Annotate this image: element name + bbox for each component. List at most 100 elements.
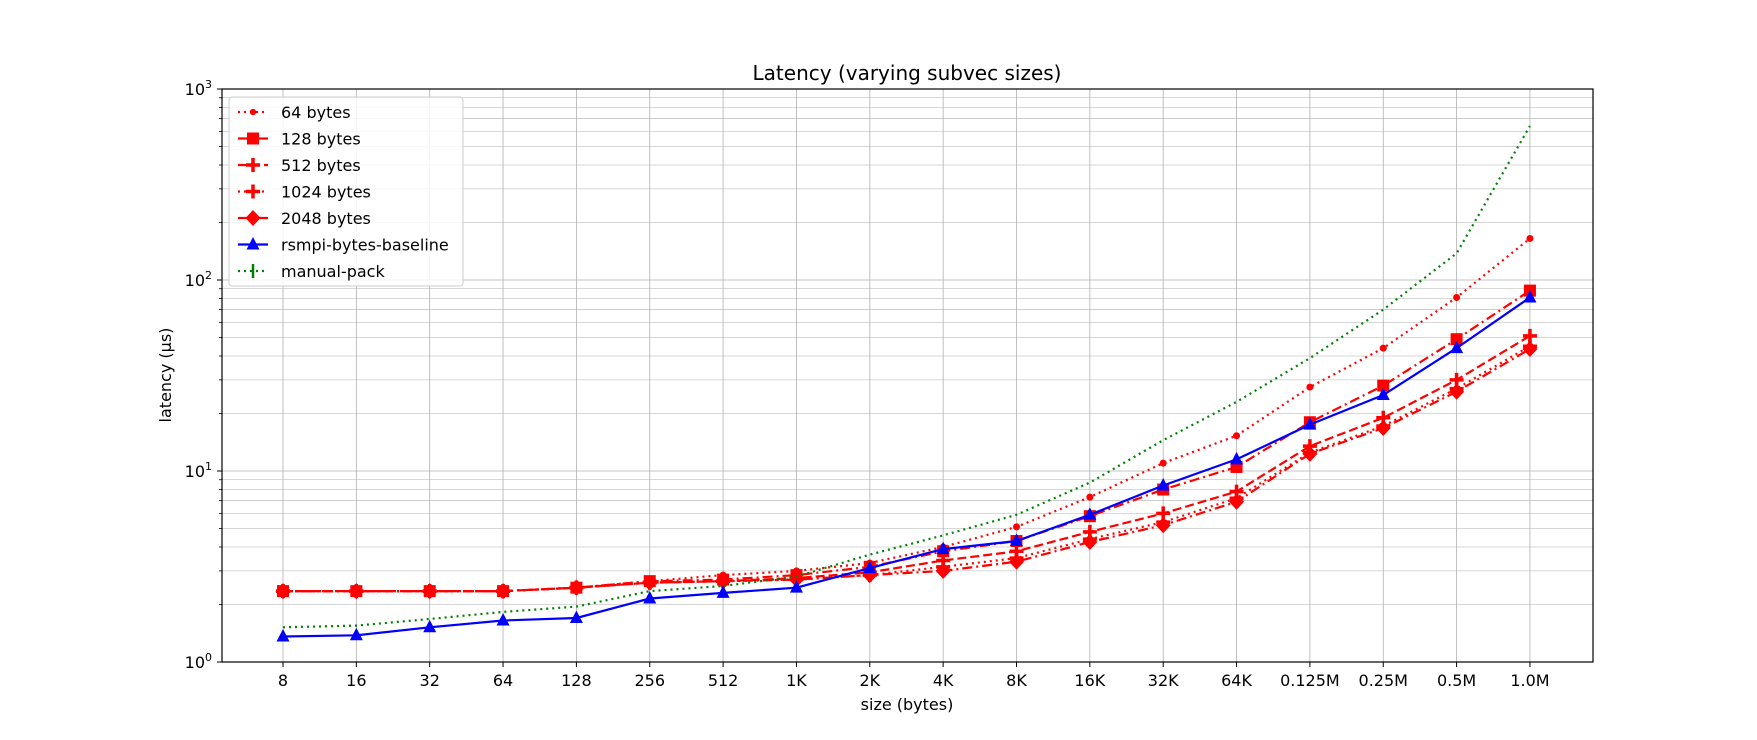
data-point bbox=[788, 571, 804, 588]
data-point bbox=[568, 579, 584, 596]
data-point bbox=[1156, 477, 1170, 491]
series-line bbox=[283, 334, 1531, 593]
y-axis-ticks: 100 101 102 103 bbox=[185, 78, 222, 672]
data-point bbox=[1009, 553, 1024, 570]
data-point bbox=[1303, 417, 1317, 430]
x-tick-label: 1K bbox=[786, 671, 807, 690]
series-rsmpi-bytes-baseline bbox=[276, 289, 1537, 642]
data-point bbox=[422, 583, 438, 600]
y-tick-label: 100 bbox=[185, 651, 212, 672]
x-tick-label: 16 bbox=[346, 671, 366, 690]
data-point bbox=[495, 583, 511, 600]
data-point bbox=[276, 628, 290, 642]
data-point bbox=[1522, 341, 1538, 358]
x-tick-label: 256 bbox=[634, 671, 665, 690]
data-point bbox=[1306, 383, 1314, 391]
data-point bbox=[1302, 445, 1318, 462]
legend-item: 2048 bytes bbox=[238, 209, 371, 228]
x-tick-label: 512 bbox=[708, 671, 739, 690]
x-tick-label: 4K bbox=[933, 671, 954, 690]
x-tick-label: 0.25M bbox=[1359, 671, 1408, 690]
data-point bbox=[1010, 533, 1023, 547]
x-tick-label: 8 bbox=[278, 671, 288, 690]
series-line bbox=[283, 237, 1531, 593]
data-point bbox=[246, 237, 260, 250]
legend-label: 1024 bytes bbox=[281, 183, 371, 202]
x-tick-label: 128 bbox=[561, 671, 592, 690]
data-point bbox=[423, 619, 437, 633]
data-point bbox=[348, 583, 364, 600]
legend-label: 128 bytes bbox=[281, 130, 361, 149]
series-manual-pack bbox=[282, 125, 1531, 629]
data-point bbox=[246, 158, 260, 172]
data-point bbox=[642, 574, 658, 591]
series-layer bbox=[275, 125, 1538, 642]
x-tick-label: 2K bbox=[859, 671, 880, 690]
x-tick-label: 64 bbox=[493, 671, 513, 690]
data-point bbox=[1233, 432, 1241, 440]
data-point bbox=[1379, 344, 1387, 352]
series-line bbox=[283, 345, 1531, 593]
x-tick-label: 32K bbox=[1148, 671, 1179, 690]
data-point bbox=[1159, 459, 1167, 467]
x-tick-label: 0.125M bbox=[1280, 671, 1340, 690]
legend: 64 bytes 128 bytes 512 bytes 1024 bytes 2048… bbox=[228, 96, 464, 287]
legend-item: 64 bytes bbox=[238, 103, 351, 122]
y-tick-label: 102 bbox=[185, 269, 212, 290]
x-tick-label: 8K bbox=[1006, 671, 1027, 690]
data-point bbox=[1523, 289, 1537, 303]
data-point bbox=[643, 591, 657, 604]
data-point bbox=[1013, 523, 1020, 531]
legend-label: rsmpi-bytes-baseline bbox=[281, 236, 449, 255]
x-tick-label: 16K bbox=[1074, 671, 1105, 690]
data-point bbox=[1526, 234, 1534, 242]
x-tick-label: 64K bbox=[1221, 671, 1252, 690]
data-point bbox=[1083, 507, 1097, 520]
x-tick-label: 32 bbox=[420, 671, 440, 690]
data-point bbox=[716, 585, 730, 598]
data-point bbox=[1230, 451, 1244, 465]
data-point bbox=[1082, 533, 1098, 550]
legend-box bbox=[228, 96, 464, 287]
plot-frame bbox=[221, 88, 1594, 663]
series-line bbox=[282, 296, 1531, 638]
data-point bbox=[245, 210, 261, 226]
data-point bbox=[935, 562, 951, 579]
data-point bbox=[863, 560, 877, 574]
y-tick-label: 103 bbox=[185, 78, 212, 99]
y-tick-label: 101 bbox=[185, 460, 212, 481]
y-axis-label: latency (µs) bbox=[156, 328, 175, 423]
legend-item: 1024 bytes bbox=[238, 183, 371, 202]
data-point bbox=[1376, 387, 1390, 400]
data-point bbox=[249, 108, 257, 116]
data-point bbox=[349, 627, 363, 641]
data-point bbox=[936, 541, 950, 555]
x-axis-ticks: 8 16 32 64 128 256 512 1K 2K 4K 8K 16K 32K 64K 0.125M 0… bbox=[278, 662, 1550, 690]
data-point bbox=[1086, 493, 1094, 501]
data-point bbox=[1450, 333, 1463, 346]
legend-item: 512 bytes bbox=[238, 156, 361, 175]
data-point bbox=[1377, 379, 1390, 392]
legend-label: 2048 bytes bbox=[281, 209, 371, 228]
legend-item: rsmpi-bytes-baseline bbox=[238, 236, 449, 255]
data-point bbox=[1450, 340, 1464, 354]
legend-label: 64 bytes bbox=[281, 103, 351, 122]
legend-label: manual-pack bbox=[281, 262, 385, 281]
data-point bbox=[247, 132, 259, 145]
data-point bbox=[246, 184, 260, 199]
x-tick-label: 0.5M bbox=[1437, 671, 1476, 690]
data-point bbox=[1375, 419, 1391, 436]
data-point bbox=[1229, 493, 1245, 510]
legend-item: 128 bytes bbox=[238, 130, 361, 149]
series-line bbox=[282, 125, 1531, 629]
chart-title: Latency (varying subvec sizes) bbox=[753, 61, 1062, 85]
data-point bbox=[1453, 293, 1461, 301]
data-point bbox=[496, 612, 510, 626]
data-point bbox=[1449, 383, 1465, 400]
x-tick-label: 1.0M bbox=[1510, 671, 1549, 690]
data-point bbox=[569, 610, 583, 623]
legend-label: 512 bytes bbox=[281, 156, 361, 175]
data-point bbox=[275, 583, 291, 600]
data-point bbox=[1155, 517, 1171, 534]
